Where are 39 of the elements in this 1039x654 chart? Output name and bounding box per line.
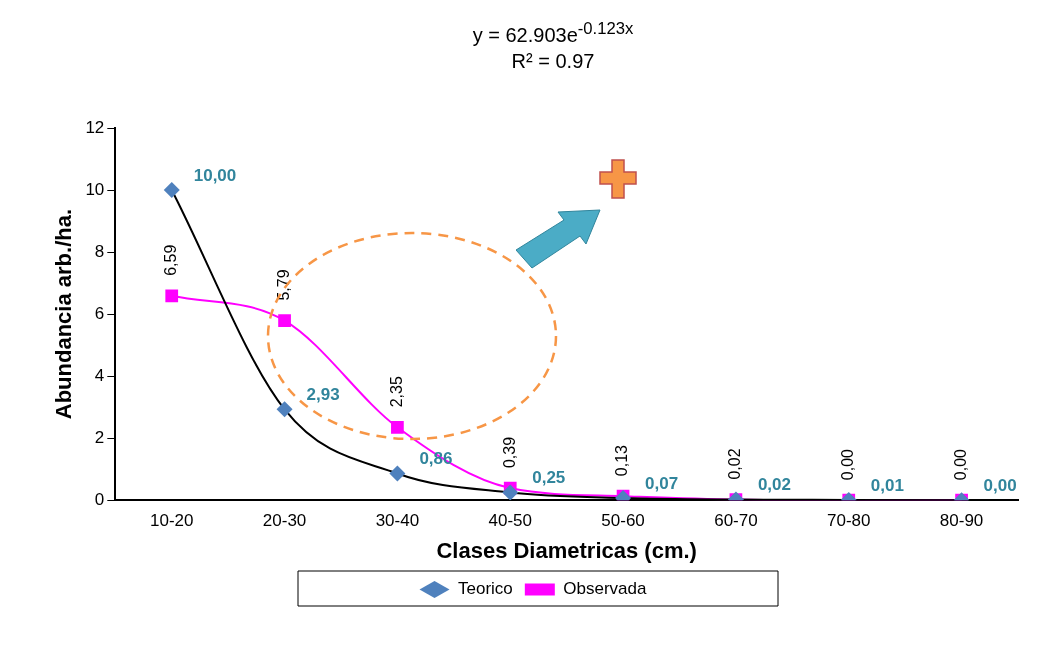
y-tick-label: 0	[94, 489, 105, 509]
y-tick-label: 4	[94, 365, 105, 385]
x-tick-label: 60-70	[714, 511, 758, 531]
y-axis-title: Abundancia arb./ha.	[51, 208, 77, 420]
y-tick-label: 2	[94, 427, 105, 447]
data-label: 0,07	[645, 473, 679, 493]
x-tick-label: 30-40	[375, 511, 420, 531]
x-tick-label: 10-20	[149, 511, 194, 531]
x-axis-title: Clases Diametricas (cm.)	[436, 537, 697, 563]
x-tick-label: 40-50	[488, 511, 532, 531]
point	[278, 314, 291, 327]
x-tick-label: 70-80	[827, 511, 871, 531]
chart-subtitle: R² = 0.97	[510, 48, 596, 74]
x-tick-label: 20-30	[262, 511, 307, 531]
y-tick-label: 8	[94, 241, 105, 261]
data-label: 0,00	[839, 448, 857, 481]
data-label: 0,02	[757, 475, 791, 495]
data-label: 0,00	[983, 475, 1017, 495]
point	[165, 289, 179, 303]
data-label: 10,00	[193, 165, 237, 185]
x-tick-label: 50-60	[601, 511, 645, 531]
data-label: 0,00	[951, 448, 969, 481]
y-tick-label: 6	[94, 303, 105, 323]
y-tick-label: 12	[85, 117, 105, 137]
data-label: 0,01	[870, 475, 904, 495]
data-label: 2,93	[306, 385, 340, 405]
legend-label: Observada	[563, 579, 648, 599]
data-label: 2,35	[387, 376, 405, 408]
data-label: 0,25	[532, 468, 566, 488]
data-label: 0,13	[613, 444, 631, 477]
data-label: 0,02	[726, 448, 744, 480]
y-tick-label: 10	[85, 179, 105, 199]
data-label: 5,79	[274, 269, 292, 301]
data-label: 6,59	[162, 244, 180, 276]
x-tick-label: 80-90	[939, 511, 984, 531]
chart-title: y = 62.903e$^{-0.123x}$	[471, 18, 635, 48]
legend-label: Teorico	[458, 579, 513, 599]
data-label: 0,39	[500, 436, 518, 469]
point	[391, 420, 404, 434]
